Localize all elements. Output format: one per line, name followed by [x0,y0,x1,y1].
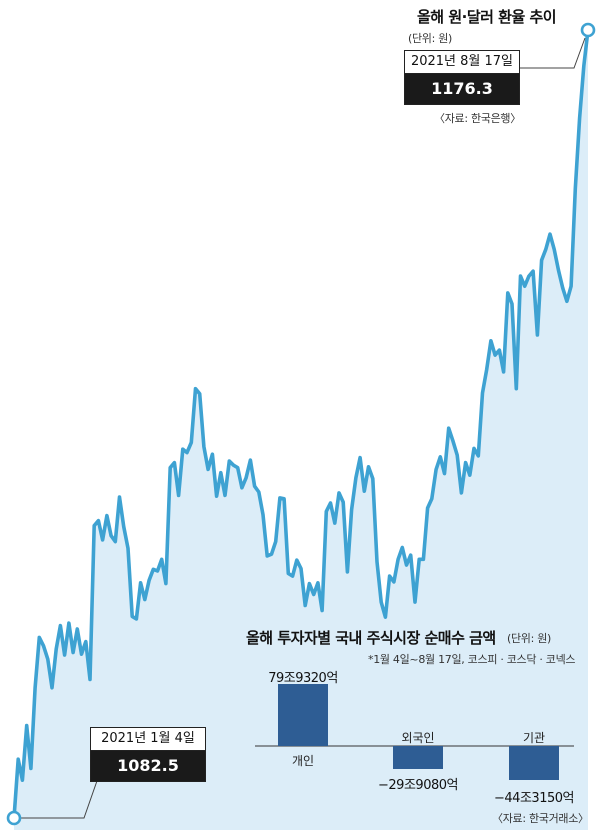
start-value-label: 1082.5 [91,751,205,781]
bar-category-foreign: 외국인 [401,731,435,745]
exchange-rate-area-fill [14,30,588,830]
bar-individual [278,684,328,746]
bar-foreign [393,746,443,770]
line-chart-unit: (단위: 원) [408,32,453,45]
start-point-marker [6,810,22,826]
end-value-callout: 2021년 8월 17일 1176.3 [404,50,520,105]
start-date-label: 2021년 1월 4일 [91,728,205,751]
exchange-rate-series-line [12,28,590,820]
bar-chart-source: 〈자료: 한국거래소〉 [492,812,589,825]
start-callout-leader [14,777,99,819]
bar-chart-title: 올해 투자자별 국내 주식시장 순매수 금액 [246,629,496,647]
bar-value-foreign: −29조9080억 [378,778,458,793]
bar-value-individual: 79조9320억 [268,671,338,686]
bar-category-institution: 기관 [522,731,546,745]
start-value-callout: 2021년 1월 4일 1082.5 [90,727,206,782]
bar-chart-unit: (단위: 원) [507,632,552,645]
line-chart-title: 올해 원·달러 환율 추이 [417,8,557,26]
bar-chart-note: *1월 4일~8월 17일, 코스피 · 코스닥 · 코넥스 [368,653,576,666]
end-value-label: 1176.3 [405,74,519,104]
end-point-marker [580,22,596,38]
bar-category-individual: 개인 [291,754,315,768]
end-date-label: 2021년 8월 17일 [405,51,519,74]
bar-value-institution: −44조3150억 [494,791,574,806]
line-chart-source: 〈자료: 한국은행〉 [434,112,521,125]
bar-institution [509,746,559,781]
end-callout-leader [518,37,586,69]
